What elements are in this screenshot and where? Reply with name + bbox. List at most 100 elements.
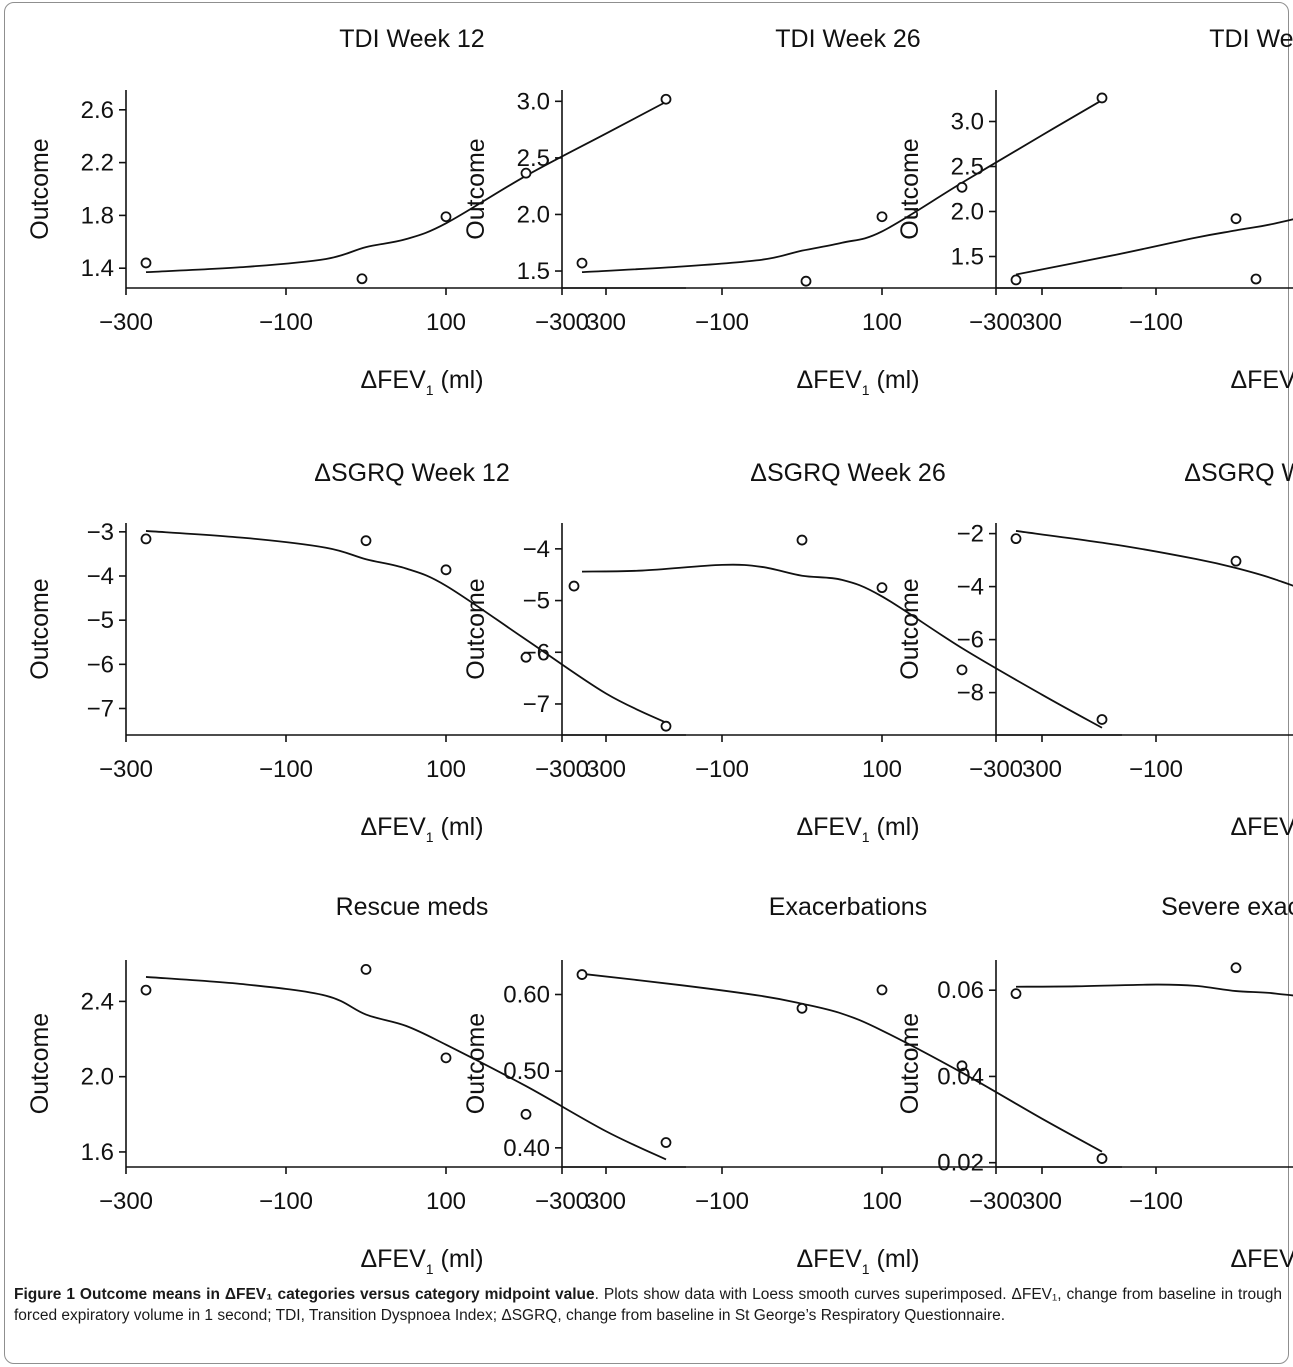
x-tick-label: 300 bbox=[586, 309, 626, 336]
x-tick-label: −100 bbox=[695, 1188, 749, 1215]
y-tick-label: −4 bbox=[957, 574, 984, 601]
panel-1: TDI Week 12 −300 −100 100 300 1.4 1.8 2.2 2.6 Out… bbox=[26, 25, 686, 398]
data-point bbox=[1010, 274, 1022, 286]
x-axis-label: ΔFEV1 (ml) bbox=[796, 813, 919, 845]
y-tick-label: 0.04 bbox=[937, 1063, 984, 1090]
data-point bbox=[140, 533, 152, 545]
y-tick-label: 1.5 bbox=[951, 244, 984, 271]
data-point bbox=[1096, 92, 1108, 104]
x-tick-label: −100 bbox=[1129, 309, 1183, 336]
panel-5: ΔSGRQ Week 26 −300 −100 100 300 −4 −5 −6 −7 Outco… bbox=[462, 459, 1122, 845]
data-point bbox=[1010, 533, 1022, 545]
data-point bbox=[568, 580, 580, 592]
y-axis-label: Outcome bbox=[26, 578, 54, 679]
data-point bbox=[956, 664, 968, 676]
data-point bbox=[1230, 555, 1242, 567]
y-tick-label: 2.0 bbox=[81, 1064, 114, 1091]
y-axis-label: Outcome bbox=[896, 578, 924, 679]
data-point bbox=[660, 1137, 672, 1148]
loess-curve bbox=[145, 976, 667, 1161]
y-tick-label: 1.6 bbox=[81, 1139, 114, 1166]
panel-title: Exacerbations bbox=[769, 893, 927, 921]
y-tick-label: 1.8 bbox=[81, 202, 114, 229]
loess-curve bbox=[145, 530, 667, 724]
figure-frame bbox=[4, 2, 1289, 1364]
data-point bbox=[1096, 1153, 1108, 1164]
x-tick-label: 100 bbox=[426, 1188, 466, 1215]
panel-title: ΔSGRQ Week 12 bbox=[314, 459, 509, 487]
y-tick-label: 0.50 bbox=[503, 1058, 550, 1085]
y-tick-label: 0.06 bbox=[937, 977, 984, 1004]
x-tick-label: 100 bbox=[426, 756, 466, 783]
y-tick-label: 2.4 bbox=[81, 988, 114, 1015]
y-tick-label: 0.40 bbox=[503, 1135, 550, 1162]
x-tick-label: −100 bbox=[259, 1188, 313, 1215]
data-point bbox=[1010, 988, 1022, 1000]
loess-curve bbox=[1015, 530, 1293, 587]
y-tick-label: 0.02 bbox=[937, 1150, 984, 1177]
panel-title: ΔSGRQ Week 52 bbox=[1184, 459, 1293, 487]
panel-9: Severe exacerbations−300−1001003000.020.… bbox=[896, 893, 1293, 1273]
y-tick-label: −5 bbox=[87, 607, 114, 634]
y-tick-label: −4 bbox=[523, 536, 550, 563]
loess-curve bbox=[581, 99, 1103, 274]
x-axis-label: ΔFEV1 (ml) bbox=[796, 1245, 919, 1277]
x-tick-label: 100 bbox=[862, 1188, 902, 1215]
x-tick-label: −100 bbox=[695, 309, 749, 336]
x-tick-label: −300 bbox=[99, 309, 153, 336]
y-tick-label: 3.0 bbox=[517, 88, 550, 115]
loess-curve bbox=[1015, 218, 1293, 276]
panel-4: ΔSGRQ Week 12 −300 −100 100 300 −3 −4 −5 −6 −7 Out… bbox=[26, 459, 686, 845]
y-tick-label: 2.2 bbox=[81, 150, 114, 177]
data-point bbox=[356, 273, 368, 285]
y-tick-label: 2.0 bbox=[517, 201, 550, 228]
data-point bbox=[956, 181, 968, 193]
panel-title: Severe exacerbations bbox=[1161, 893, 1293, 921]
x-axis-label: ΔFEV1 (ml) bbox=[360, 1245, 483, 1277]
data-point bbox=[440, 1052, 452, 1064]
panel-7: Rescue meds −300 −100 100 300 1.6 2.0 2.4 Outcom… bbox=[26, 893, 686, 1277]
data-point bbox=[520, 1108, 532, 1120]
loess-curve bbox=[581, 563, 1103, 729]
x-tick-label: −300 bbox=[969, 756, 1023, 783]
loess-curve bbox=[581, 972, 1103, 1153]
data-point bbox=[440, 564, 452, 576]
x-tick-label: −100 bbox=[1129, 1188, 1183, 1215]
data-point bbox=[800, 275, 812, 287]
data-point bbox=[140, 984, 152, 996]
data-point bbox=[140, 257, 152, 269]
data-point bbox=[660, 720, 672, 732]
x-tick-label: 300 bbox=[586, 1188, 626, 1215]
x-tick-label: −300 bbox=[969, 1188, 1023, 1215]
x-tick-label: −300 bbox=[969, 309, 1023, 336]
y-tick-label: −6 bbox=[523, 639, 550, 666]
caption-text: . Plots show data with Loess smooth curv… bbox=[14, 1286, 1283, 1324]
y-tick-label: −3 bbox=[87, 519, 114, 546]
y-tick-label: −6 bbox=[87, 651, 114, 678]
y-axis-label: Outcome bbox=[896, 1013, 924, 1114]
data-point bbox=[1230, 213, 1242, 225]
y-axis-label: Outcome bbox=[26, 1013, 54, 1114]
y-tick-label: 3.0 bbox=[951, 109, 984, 136]
x-tick-label: −300 bbox=[535, 309, 589, 336]
y-tick-label: −5 bbox=[523, 588, 550, 615]
x-axis-label: ΔFEV1 (ml) bbox=[1230, 813, 1293, 845]
panel-title: Rescue meds bbox=[336, 893, 489, 921]
x-axis-label: ΔFEV1 (ml) bbox=[1230, 366, 1293, 398]
data-point bbox=[520, 651, 532, 663]
figure-caption: Figure 1 Outcome means in ΔFEV₁ categori… bbox=[14, 1284, 1282, 1326]
y-tick-label: 2.5 bbox=[951, 154, 984, 181]
data-point bbox=[796, 534, 808, 546]
data-point bbox=[876, 582, 888, 594]
y-axis-label: Outcome bbox=[26, 138, 54, 239]
x-tick-label: 100 bbox=[862, 756, 902, 783]
x-tick-label: 300 bbox=[586, 756, 626, 783]
panel-title: TDI Week 52 bbox=[1209, 25, 1293, 53]
y-tick-label: 2.0 bbox=[951, 199, 984, 226]
data-point bbox=[660, 93, 672, 105]
loess-curve bbox=[145, 101, 667, 274]
x-axis-label: ΔFEV1 (ml) bbox=[796, 366, 919, 398]
x-tick-label: −300 bbox=[535, 756, 589, 783]
y-tick-label: 1.4 bbox=[81, 255, 114, 282]
y-tick-label: −2 bbox=[957, 521, 984, 548]
